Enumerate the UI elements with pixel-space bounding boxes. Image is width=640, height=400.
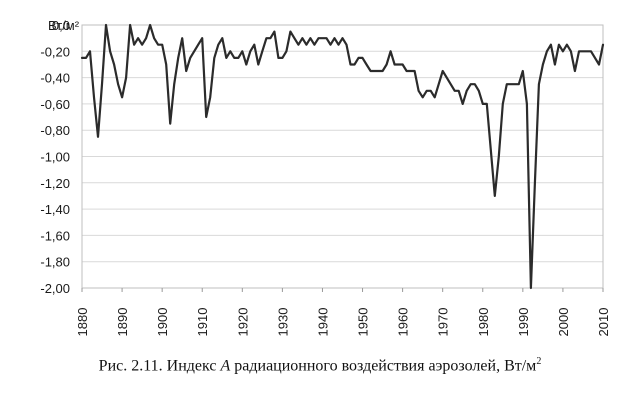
- x-tick-label: 2010: [596, 308, 611, 337]
- x-tick-label: 1920: [235, 308, 250, 337]
- caption-prefix: Рис. 2.11. Индекс: [98, 357, 221, 375]
- series-line: [80, 23, 605, 290]
- y-tick-label: -0,40: [40, 71, 70, 86]
- caption-suffix: радиационного воздействия аэрозолей, Вт/…: [230, 357, 537, 375]
- y-unit-label: Вт/м²: [48, 18, 80, 33]
- x-tick-label: 1890: [115, 308, 130, 337]
- y-axis-ticks: 0,0 -0,20 -0,40 -0,60 -0,80 -1,00 -1,20 -1,40 -1…: [40, 18, 70, 296]
- x-tick-label: 1980: [476, 308, 491, 337]
- x-tick-label: 1880: [75, 308, 90, 337]
- series-layer: [80, 23, 605, 290]
- x-tick-label: 1930: [275, 308, 290, 337]
- y-tick-label: -1,80: [40, 255, 70, 270]
- x-tick-label: 1990: [516, 308, 531, 337]
- grid-lines: [82, 24, 603, 289]
- y-tick-label: 0,0: [52, 18, 70, 33]
- y-tick-label: -0,80: [40, 123, 70, 138]
- y-tick-label: -1,20: [40, 176, 70, 191]
- x-tick-label: 1950: [356, 308, 371, 337]
- figure-caption: Рис. 2.11. Индекс A радиационного воздей…: [0, 356, 640, 375]
- y-tick-label: -1,00: [40, 150, 70, 165]
- x-tick-label: 1900: [155, 308, 170, 337]
- x-tick-label: 1910: [195, 308, 210, 337]
- y-tick-label: -1,40: [40, 202, 70, 217]
- caption-sup: 2: [536, 356, 542, 367]
- plot-border: [81, 24, 604, 289]
- x-axis-ticks: 1880 1890 1900 1910 1920 1930 1940 1950 1960 1970…: [75, 288, 611, 336]
- plot-frame: [81, 24, 604, 289]
- y-tick-label: -0,20: [40, 44, 70, 59]
- y-tick-label: -0,60: [40, 97, 70, 112]
- x-tick-label: 1940: [315, 308, 330, 337]
- y-tick-label: -2,00: [40, 281, 70, 296]
- y-tick-label: -1,60: [40, 228, 70, 243]
- x-tick-label: 2000: [556, 308, 571, 337]
- caption-italic: A: [220, 357, 231, 375]
- x-tick-label: 1960: [396, 308, 411, 337]
- x-tick-label: 1970: [436, 308, 451, 337]
